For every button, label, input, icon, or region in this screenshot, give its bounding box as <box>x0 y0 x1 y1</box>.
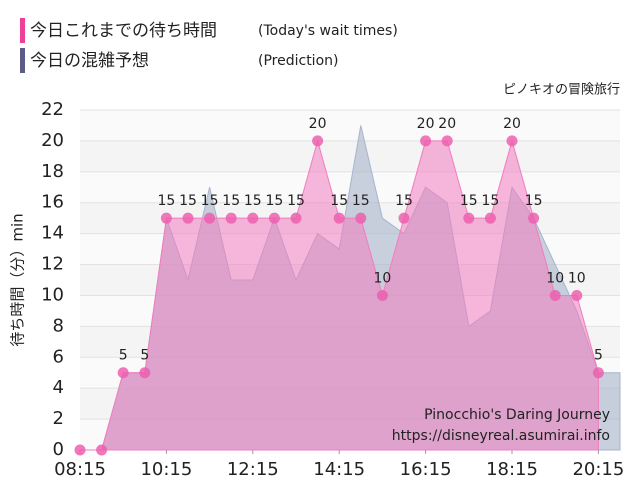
point <box>420 135 432 147</box>
data-label: 5 <box>594 348 603 364</box>
data-label: 10 <box>373 270 391 286</box>
data-label: 15 <box>265 193 283 209</box>
data-label: 15 <box>481 193 499 209</box>
data-label: 15 <box>330 193 348 209</box>
grid-band <box>80 110 620 141</box>
y-tick-label: 0 <box>53 439 64 460</box>
legend-label: 今日これまでの待ち時間 <box>30 21 217 41</box>
data-label: 20 <box>309 116 327 132</box>
point <box>139 367 151 379</box>
y-tick-label: 12 <box>41 254 64 275</box>
data-label: 15 <box>179 193 197 209</box>
legend-swatch <box>20 48 25 73</box>
chart-title: ピノキオの冒険旅行 <box>503 83 620 98</box>
x-tick-label: 20:15 <box>572 459 624 480</box>
data-label: 15 <box>244 193 262 209</box>
data-label: 20 <box>417 116 435 132</box>
data-label: 20 <box>438 116 456 132</box>
point <box>333 212 345 224</box>
y-tick-label: 14 <box>41 223 64 244</box>
plot: 0 2 4 6 8 10 12 14 16 18 20 22 08:15 10:15 12:15 14:15 1… <box>41 99 624 480</box>
point <box>204 212 216 224</box>
y-tick-label: 2 <box>53 408 64 429</box>
point <box>355 212 367 224</box>
data-label: 10 <box>568 270 586 286</box>
data-label: 5 <box>140 348 149 364</box>
point <box>528 212 540 224</box>
y-tick-label: 20 <box>41 130 64 151</box>
point <box>160 212 172 224</box>
point <box>96 444 108 456</box>
point <box>312 135 324 147</box>
data-label: 15 <box>352 193 370 209</box>
watermark: Pinocchio's Daring Journey <box>424 407 610 423</box>
data-label: 10 <box>546 270 564 286</box>
y-tick-label: 6 <box>53 346 64 367</box>
data-label: 20 <box>503 116 521 132</box>
point <box>398 212 410 224</box>
x-tick-label: 14:15 <box>313 459 365 480</box>
point <box>571 289 583 301</box>
x-tick-label: 16:15 <box>400 459 452 480</box>
x-tick-label: 08:15 <box>54 459 106 480</box>
point <box>268 212 280 224</box>
legend-label: 今日の混雑予想 <box>30 51 149 71</box>
point <box>247 212 259 224</box>
point <box>441 135 453 147</box>
point <box>484 212 496 224</box>
data-label: 15 <box>395 193 413 209</box>
point <box>290 212 302 224</box>
data-label: 15 <box>222 193 240 209</box>
point <box>592 367 604 379</box>
y-axis-label: 待ち時間（分）min <box>9 213 27 346</box>
point <box>463 212 475 224</box>
legend-note: (Prediction) <box>258 53 338 69</box>
point <box>117 367 129 379</box>
y-tick-label: 10 <box>41 284 64 305</box>
legend-swatch <box>20 18 25 43</box>
point <box>74 444 86 456</box>
point <box>182 212 194 224</box>
point <box>225 212 237 224</box>
data-label: 15 <box>157 193 175 209</box>
y-tick-label: 8 <box>53 315 64 336</box>
data-label: 5 <box>119 348 128 364</box>
x-tick-label: 12:15 <box>227 459 279 480</box>
data-label: 15 <box>201 193 219 209</box>
point <box>506 135 518 147</box>
y-tick-label: 4 <box>53 377 64 398</box>
point <box>549 289 561 301</box>
legend-note: (Today's wait times) <box>258 23 398 39</box>
grid-band <box>80 140 620 172</box>
y-tick-label: 18 <box>41 161 64 182</box>
point <box>376 289 388 301</box>
y-tick-label: 16 <box>41 192 64 213</box>
data-label: 15 <box>525 193 543 209</box>
data-label: 15 <box>287 193 305 209</box>
watermark: https://disneyreal.asumirai.info <box>392 428 610 444</box>
y-tick-label: 22 <box>41 99 64 120</box>
data-label: 15 <box>460 193 478 209</box>
x-tick-label: 18:15 <box>486 459 538 480</box>
x-tick-label: 10:15 <box>140 459 192 480</box>
